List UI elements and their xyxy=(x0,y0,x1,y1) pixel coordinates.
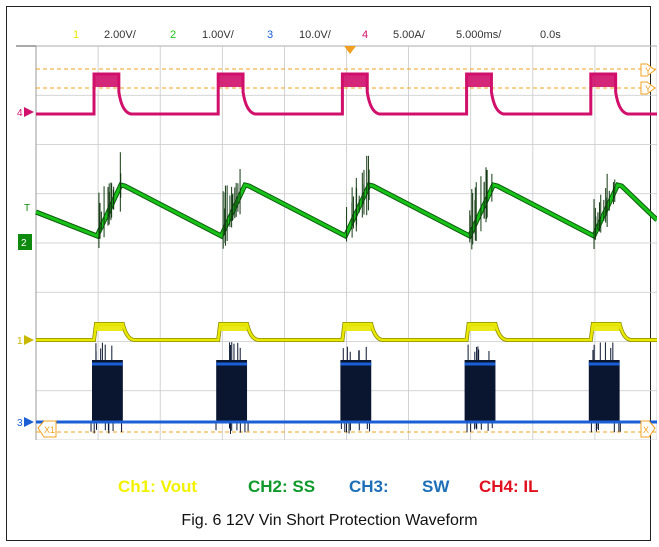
legend-ch3: CH3: xyxy=(349,477,389,496)
ch1-marker: 1 xyxy=(17,336,23,347)
ch3-sw-burst xyxy=(92,360,123,422)
ch1-number: 1 xyxy=(73,29,80,41)
channel-markers: 4 1 3 2 T X1 X YY xyxy=(17,46,656,438)
ch3-sw-burst xyxy=(464,360,496,422)
ch2-number: 2 xyxy=(170,29,177,41)
legend-ch1: Ch1: Vout xyxy=(118,477,198,496)
ch1-scale: 2.00V/ xyxy=(104,29,136,41)
ch1-vout-pulse xyxy=(220,324,248,331)
legend-sw: SW xyxy=(422,477,450,496)
ch4-il-pulse xyxy=(342,74,368,87)
x1-cursor-flag xyxy=(37,420,57,438)
legend-ch2: CH2: SS xyxy=(248,477,316,496)
ch3-number: 3 xyxy=(267,29,274,41)
trigger-position-icon xyxy=(344,46,356,54)
y2-cursor-label: Y xyxy=(645,84,651,94)
timebase: 5.000ms/ xyxy=(456,29,502,41)
ch3-marker-arrow xyxy=(24,417,34,427)
ch2-marker-box xyxy=(18,234,32,250)
ch4-il-pulse xyxy=(466,74,492,87)
ch4-marker: 4 xyxy=(17,108,23,119)
x2-cursor-flag xyxy=(640,420,656,438)
x2-cursor-label: X xyxy=(643,425,649,435)
figure-caption: Fig. 6 12V Vin Short Protection Waveform xyxy=(181,512,478,529)
ch1-vout-pulse xyxy=(592,324,620,331)
ch3-marker: 3 xyxy=(17,418,23,429)
scope-header: 1 2.00V/ 2 1.00V/ 3 10.0V/ 4 5.00A/ 5.00… xyxy=(16,24,657,46)
ch3-sw-burst xyxy=(216,360,248,422)
ch4-il-pulse xyxy=(590,74,616,87)
y2-cursor-flag xyxy=(640,81,656,95)
delay: 0.0s xyxy=(540,29,561,41)
ch4-number: 4 xyxy=(362,29,369,41)
ch1-vout-pulse xyxy=(96,324,123,331)
ch3-scale: 10.0V/ xyxy=(299,29,331,41)
ch4-il-pulse xyxy=(218,74,244,87)
waveform-traces xyxy=(35,72,657,434)
ch4-marker-arrow xyxy=(24,107,34,117)
ch4-il-pulse xyxy=(94,74,119,87)
ch1-vout-pulse xyxy=(468,324,496,331)
y1-cursor-flag xyxy=(640,63,656,77)
trigger-marker: T xyxy=(24,203,30,214)
y1-cursor-label: Y xyxy=(645,66,651,76)
ch3-sw-burst xyxy=(340,360,372,422)
oscilloscope-display: 4 1 3 2 T X1 X YY xyxy=(16,45,657,440)
ch2-scale: 1.00V/ xyxy=(202,29,234,41)
figure-frame xyxy=(6,6,651,541)
ch1-marker-arrow xyxy=(24,335,34,345)
ch2-marker: 2 xyxy=(21,238,27,249)
legend-ch4: CH4: IL xyxy=(479,477,539,496)
ch1-vout-pulse xyxy=(344,324,372,331)
ch3-sw-burst xyxy=(588,360,620,422)
ch4-scale: 5.00A/ xyxy=(393,29,425,41)
x1-cursor-label: X1 xyxy=(44,425,55,435)
